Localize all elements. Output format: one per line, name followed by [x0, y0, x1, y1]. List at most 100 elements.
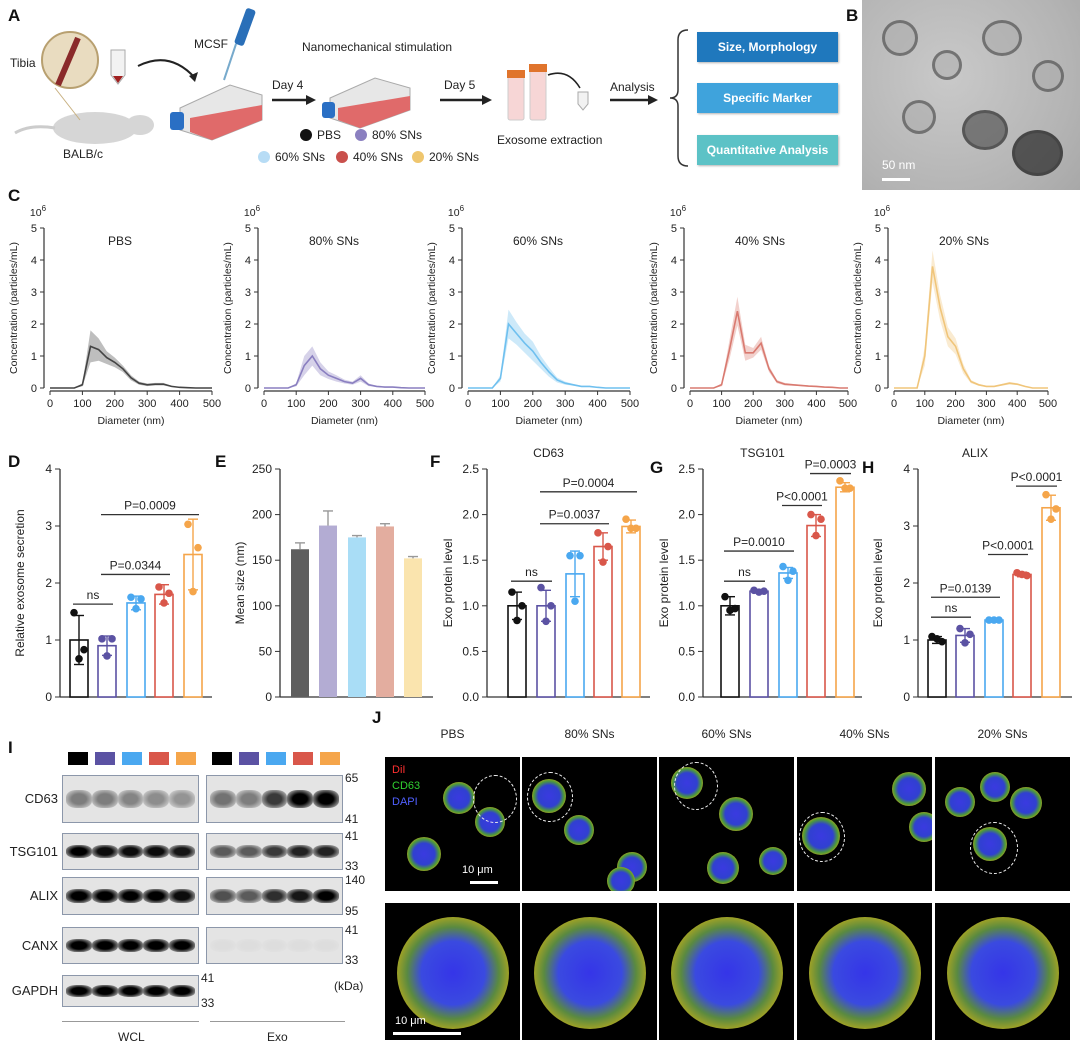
- column-header: PBS: [440, 727, 465, 741]
- significance-label: P=0.0003: [805, 458, 857, 472]
- y-tick-label: 1: [671, 351, 677, 363]
- y-tick-label: 4: [245, 255, 251, 267]
- blot-band: [143, 889, 170, 903]
- x-tick-label: 100: [73, 398, 91, 410]
- y-tick-label: 0: [31, 383, 37, 395]
- scale-bar: [470, 881, 498, 884]
- x-tick-label: 300: [351, 398, 369, 410]
- extraction-label: Exosome extraction: [497, 133, 603, 147]
- data-point: [836, 477, 844, 485]
- blot-band: [169, 790, 195, 808]
- cell: [759, 847, 787, 875]
- blot-band: [143, 938, 170, 953]
- flask-icon: [322, 77, 411, 129]
- exo-divider: [210, 1021, 345, 1022]
- significance-label: P=0.0004: [563, 476, 615, 490]
- y-axis-label: Concentration (particles/mL): [8, 242, 20, 374]
- group-color-key: [293, 752, 313, 765]
- y-tick-label: 5: [449, 223, 455, 235]
- y-tick-label: 0: [903, 690, 910, 704]
- data-point: [160, 599, 168, 607]
- blot-label: ALIX: [29, 888, 58, 903]
- data-point: [755, 588, 763, 596]
- y-tick-label: 0: [265, 690, 272, 704]
- series-line: [264, 354, 425, 389]
- blot-lane: [91, 834, 118, 869]
- fluorescence-zoom-image: [797, 903, 932, 1040]
- kda-marker: 41: [345, 812, 359, 826]
- chart-title: ALIX: [962, 446, 988, 460]
- blot-band: [169, 889, 195, 903]
- blot-lane: [91, 776, 118, 822]
- blot-band: [287, 844, 314, 859]
- data-point: [599, 558, 607, 566]
- x-tick-label: 400: [384, 398, 402, 410]
- x-tick-label: 200: [106, 398, 124, 410]
- bar: [835, 486, 855, 698]
- sd-band: [894, 250, 1048, 388]
- y-tick-label: 2.5: [678, 462, 695, 476]
- data-point: [155, 583, 163, 591]
- blot-label: GAPDH: [11, 983, 58, 998]
- x-tick-label: 400: [1008, 398, 1026, 410]
- blot-lane: [143, 878, 170, 914]
- cell: [909, 812, 932, 842]
- group-color-key: [95, 752, 115, 765]
- selection-circle: [970, 822, 1018, 874]
- y-exponent-base: 10: [874, 207, 886, 219]
- mouse-strain-label: BALB/c: [63, 147, 104, 161]
- cell: [407, 837, 441, 871]
- legend-item: 20% SNs: [412, 150, 479, 164]
- panel-label-d: D: [8, 452, 21, 471]
- y-tick-label: 0: [245, 383, 251, 395]
- data-point: [508, 588, 516, 596]
- chart-title: CD63: [533, 446, 564, 460]
- kda-marker: 33: [345, 953, 359, 967]
- y-tick-label: 2: [45, 576, 52, 590]
- y-tick-label: 4: [45, 462, 52, 476]
- scale-bar-label: 10 μm: [395, 1015, 426, 1027]
- sd-band: [468, 309, 630, 388]
- analysis-box-quant: Quantitative Analysis: [697, 135, 838, 165]
- blot-band: [261, 938, 288, 953]
- blot-band: [117, 889, 144, 903]
- blot-lane: [143, 976, 170, 1006]
- blot-band: [169, 844, 195, 859]
- y-tick-label: 2.5: [462, 462, 479, 476]
- data-point: [165, 589, 173, 598]
- y-tick-label: 1.5: [678, 553, 695, 567]
- blot-band: [210, 938, 236, 953]
- group-color-key: [212, 752, 232, 765]
- y-tick-label: 3: [671, 287, 677, 299]
- data-point: [80, 645, 88, 654]
- data-point: [127, 593, 135, 602]
- fluorescence-image: [522, 757, 657, 891]
- blot-lane: [235, 928, 262, 963]
- blot-lane: [91, 976, 118, 1006]
- blot-lane: [210, 834, 236, 869]
- kda-marker: 33: [345, 859, 359, 873]
- y-tick-label: 100: [252, 599, 272, 613]
- data-point: [547, 602, 555, 610]
- y-tick-label: 1.5: [462, 553, 479, 567]
- y-tick-label: 4: [449, 255, 455, 267]
- blot-lane: [210, 928, 236, 963]
- y-tick-label: 0.5: [678, 644, 695, 658]
- cell: [607, 867, 635, 891]
- scale-bar-label: 10 μm: [462, 864, 493, 876]
- y-tick-label: 4: [31, 255, 37, 267]
- x-axis-label: Diameter (nm): [937, 415, 1004, 427]
- y-tick-label: 3: [245, 287, 251, 299]
- blot-lane: [287, 878, 314, 914]
- blot-lane: [66, 834, 92, 869]
- blot-band: [261, 889, 288, 903]
- cell: [809, 917, 921, 1029]
- y-tick-label: 1.0: [678, 599, 695, 613]
- blot-lane: [143, 834, 170, 869]
- blot-band: [91, 985, 118, 997]
- y-tick-label: 5: [875, 223, 881, 235]
- x-tick-label: 300: [556, 398, 574, 410]
- data-point: [956, 624, 964, 633]
- y-tick-label: 0.5: [462, 644, 479, 658]
